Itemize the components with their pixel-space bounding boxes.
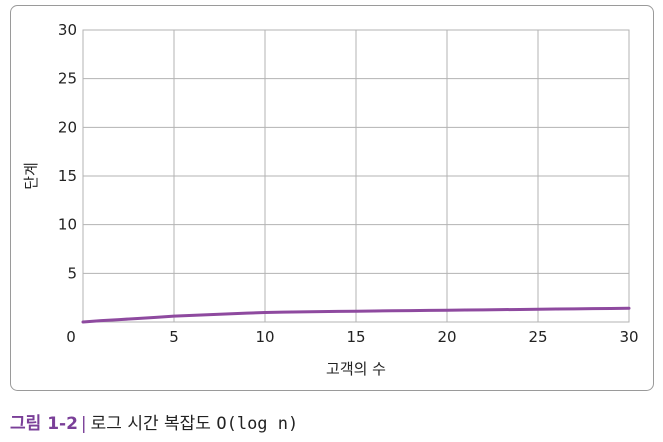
- x-tick-label-25: 25: [528, 328, 547, 346]
- x-tick-label-30: 30: [619, 328, 638, 346]
- chart-frame: [10, 5, 654, 391]
- origin-label: 0: [66, 328, 76, 346]
- y-axis-label: 단계: [22, 162, 40, 190]
- caption-text: 로그 시간 복잡도: [90, 414, 217, 434]
- y-tick-label-5: 5: [67, 264, 77, 282]
- y-tick-label-30: 30: [58, 21, 77, 39]
- series-layer: [81, 306, 631, 324]
- x-axis-label: 고객의 수: [326, 360, 386, 378]
- grid-lines: [83, 30, 629, 322]
- x-tick-label-5: 5: [169, 328, 179, 346]
- x-tick-label-20: 20: [437, 328, 456, 346]
- x-tick-label-10: 10: [255, 328, 274, 346]
- y-tick-label-25: 25: [58, 70, 77, 88]
- y-tick-label-20: 20: [58, 118, 77, 136]
- series-line-1: [81, 306, 631, 324]
- figure-caption: 그림 1-2 | 로그 시간 복잡도 O(log n): [10, 411, 298, 437]
- caption-notation: O(log n): [216, 414, 299, 434]
- y-tick-label-15: 15: [58, 167, 77, 185]
- y-tick-label-10: 10: [58, 216, 77, 234]
- caption-separator: |: [80, 414, 87, 434]
- tick-labels: 5 10 15 20 25 30 5 10 15 20 25 30 0: [58, 21, 639, 346]
- x-tick-label-15: 15: [346, 328, 365, 346]
- figure-number: 그림 1-2: [10, 414, 78, 434]
